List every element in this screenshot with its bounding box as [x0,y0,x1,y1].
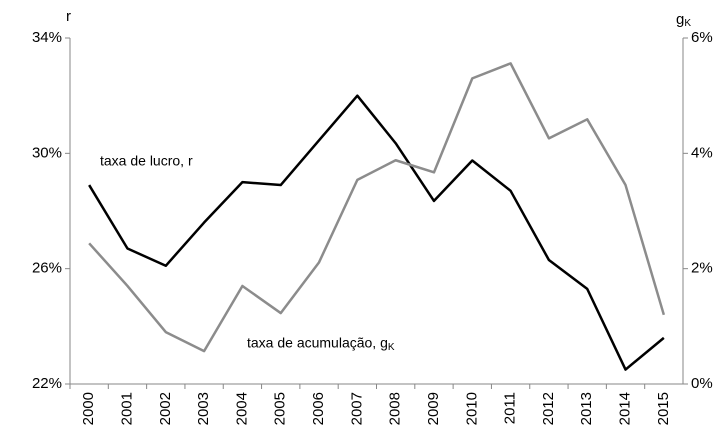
y-axis-label: r [66,8,71,25]
y-tick-label: 30% [32,144,62,161]
x-tick-label: 2002 [157,392,174,425]
x-tick-label: 2013 [578,392,595,425]
x-tick-label: 2010 [463,392,480,425]
y2-axis-label: gK [676,11,691,29]
x-tick-label: 2014 [617,392,634,425]
series-line [88,62,666,353]
x-tick-label: 2015 [655,392,672,425]
y2-tick-label: 6% [691,29,713,46]
x-tick-label: 2005 [272,392,289,425]
y2-tick-label: 2% [691,260,713,277]
x-tick-label: 2006 [310,392,327,425]
y-tick-label: 22% [32,375,62,392]
series-line [88,94,665,371]
x-tick-label: 2012 [540,392,557,425]
x-tick-label: 2004 [233,392,250,425]
x-tick-label: 2009 [425,392,442,425]
series-label: taxa de acumulação, gK [247,335,395,353]
y2-tick-label: 0% [691,375,713,392]
y2-tick-label: 4% [691,144,713,161]
series-label: taxa de lucro, r [100,153,193,169]
y-tick-label: 26% [32,260,62,277]
x-tick-label: 2003 [195,392,212,425]
x-tick-label: 2011 [502,392,519,424]
x-tick-label: 2001 [118,392,135,425]
y-tick-label: 34% [32,29,62,46]
x-tick-label: 2000 [80,392,97,425]
x-tick-label: 2007 [348,392,365,425]
x-tick-label: 2008 [387,392,404,425]
